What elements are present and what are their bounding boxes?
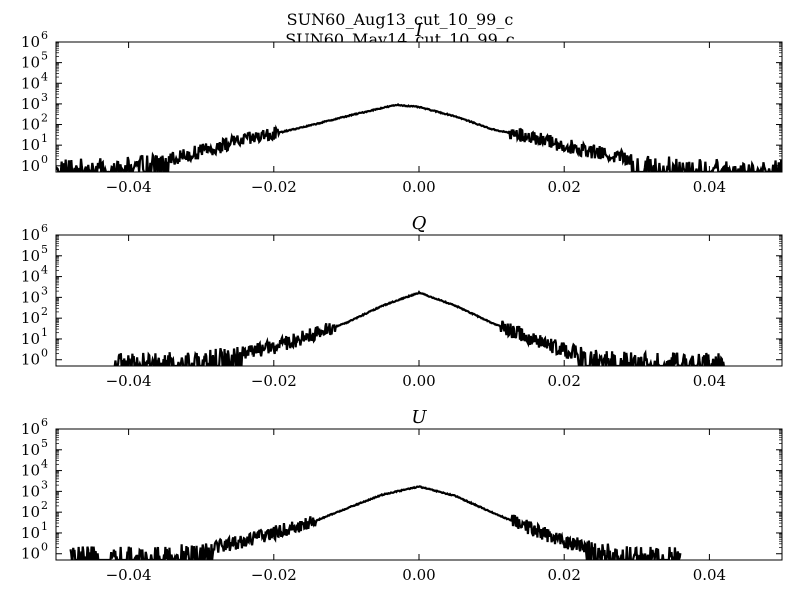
y-tick-label: 10 [21, 462, 40, 480]
y-tick-exponent: 6 [41, 29, 48, 42]
y-tick-label: 10 [21, 524, 40, 542]
y-tick-label: 10 [21, 288, 40, 306]
y-tick-label: 10 [21, 330, 40, 348]
y-tick-exponent: 5 [41, 50, 48, 63]
x-tick-label: −0.04 [106, 566, 152, 584]
x-tick-label: 0.04 [693, 566, 726, 584]
y-tick-label: 10 [21, 545, 40, 563]
panel-title: Q [412, 213, 427, 234]
x-tick-label: 0.00 [402, 372, 435, 390]
y-tick-label: 10 [21, 226, 40, 244]
x-tick-label: 0.04 [693, 372, 726, 390]
y-tick-label: 10 [21, 482, 40, 500]
x-tick-label: 0.02 [547, 566, 580, 584]
y-tick-exponent: 3 [41, 478, 48, 491]
y-tick-label: 10 [21, 503, 40, 521]
y-tick-label: 10 [21, 420, 40, 438]
panel-title: U [411, 407, 427, 428]
series-line-0 [69, 485, 682, 560]
y-tick-label: 10 [21, 54, 40, 72]
y-tick-exponent: 3 [41, 284, 48, 297]
x-tick-label: −0.02 [251, 372, 297, 390]
y-tick-exponent: 4 [41, 458, 48, 471]
y-tick-label: 10 [21, 441, 40, 459]
y-tick-label: 10 [21, 351, 40, 369]
x-tick-label: −0.04 [106, 372, 152, 390]
y-tick-exponent: 5 [41, 243, 48, 256]
y-tick-exponent: 6 [41, 416, 48, 429]
axes-frame [55, 234, 783, 367]
y-tick-exponent: 1 [41, 520, 48, 533]
y-tick-exponent: 2 [41, 499, 48, 512]
y-tick-label: 10 [21, 157, 40, 175]
y-tick-exponent: 0 [41, 541, 48, 554]
y-tick-label: 10 [21, 309, 40, 327]
y-tick-exponent: 6 [41, 222, 48, 235]
y-tick-exponent: 0 [41, 347, 48, 360]
y-tick-exponent: 5 [41, 437, 48, 450]
y-tick-label: 10 [21, 268, 40, 286]
y-tick-exponent: 1 [41, 326, 48, 339]
x-tick-label: −0.02 [251, 566, 297, 584]
panel-title: I [414, 20, 423, 41]
y-tick-exponent: 2 [41, 305, 48, 318]
y-tick-label: 10 [21, 74, 40, 92]
series-line-0 [113, 290, 726, 366]
axes-frame [55, 428, 783, 561]
x-tick-label: 0.02 [547, 372, 580, 390]
y-tick-exponent: 0 [41, 153, 48, 166]
x-tick-label: 0.02 [547, 178, 580, 196]
x-tick-label: −0.02 [251, 178, 297, 196]
y-tick-exponent: 3 [41, 91, 48, 104]
y-tick-exponent: 4 [41, 264, 48, 277]
y-tick-label: 10 [21, 116, 40, 134]
x-tick-label: 0.04 [693, 178, 726, 196]
y-tick-exponent: 4 [41, 70, 48, 83]
series-line-0 [56, 103, 782, 172]
x-tick-label: 0.00 [402, 566, 435, 584]
y-tick-label: 10 [21, 136, 40, 154]
y-tick-label: 10 [21, 95, 40, 113]
y-tick-label: 10 [21, 247, 40, 265]
y-tick-exponent: 1 [41, 132, 48, 145]
y-tick-exponent: 2 [41, 112, 48, 125]
x-tick-label: −0.04 [106, 178, 152, 196]
figure-title-line-1: SUN60_Aug13_cut_10_99_c [287, 10, 514, 29]
x-tick-label: 0.00 [402, 178, 435, 196]
y-tick-label: 10 [21, 33, 40, 51]
